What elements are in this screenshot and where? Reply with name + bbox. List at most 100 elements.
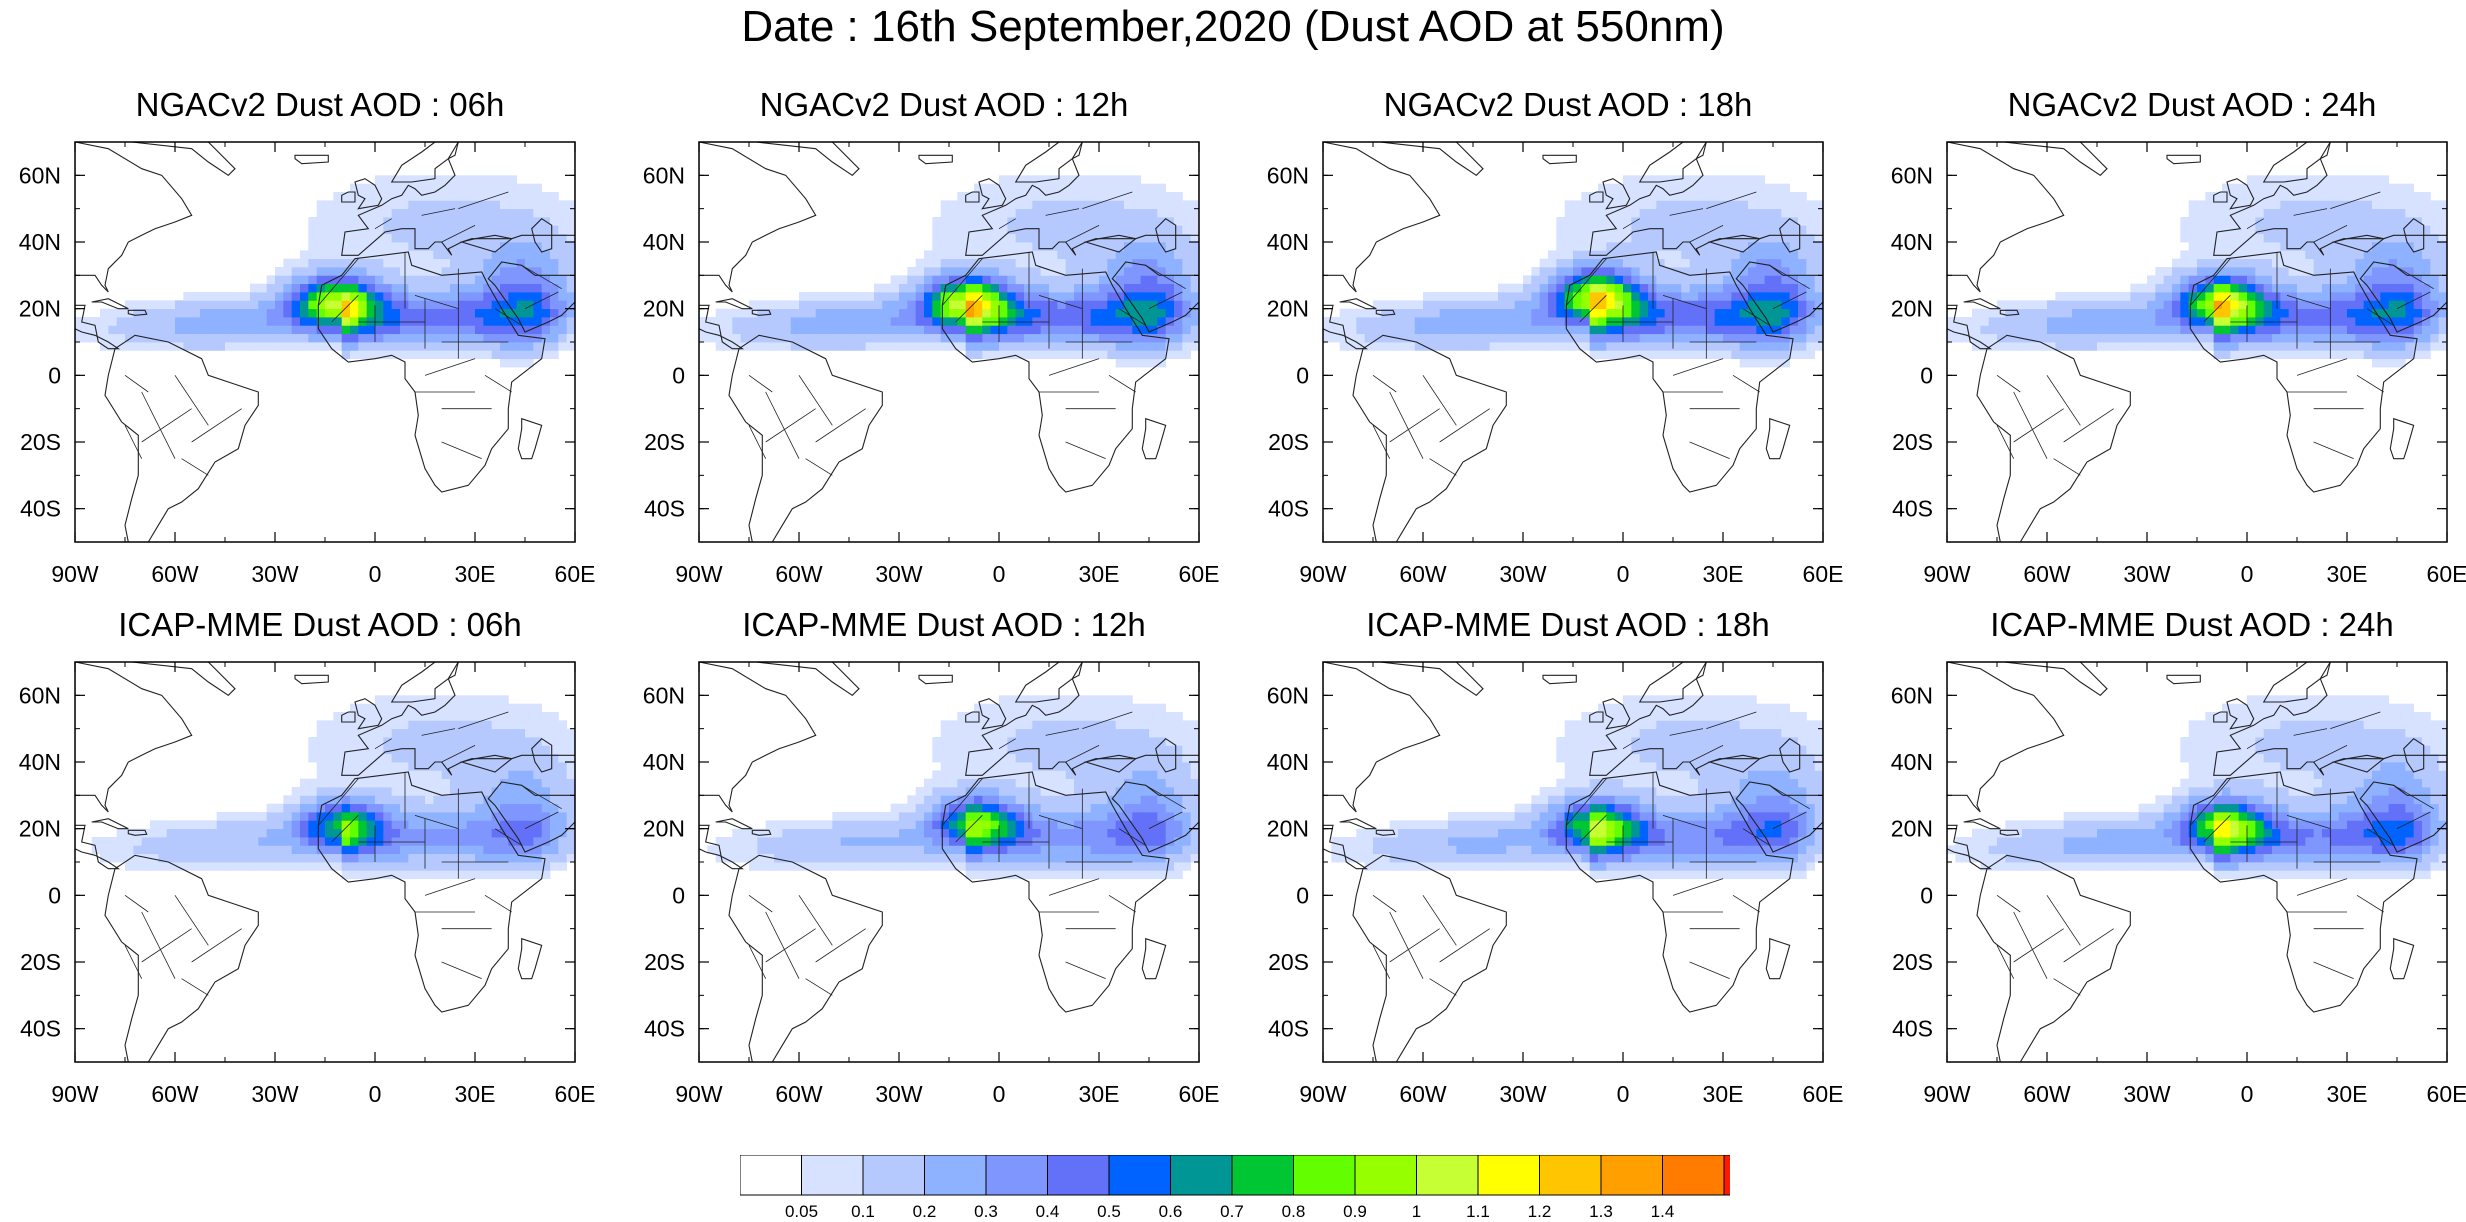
landmass-north-america (1323, 142, 1441, 293)
lat-tick-label: 20S (1892, 949, 1933, 975)
lat-tick-label: 20N (643, 816, 685, 842)
aod-shading (91, 695, 575, 880)
landmass-caspian (1155, 737, 1177, 773)
landmass-south-america (104, 334, 259, 542)
landmass-madagascar (1141, 417, 1167, 460)
lat-tick-label: 0 (1920, 362, 1933, 388)
lat-tick-label: 60N (1891, 682, 1933, 708)
lon-tick-label: 30E (2327, 1081, 2368, 1107)
figure-title: Date : 16th September,2020 (Dust AOD at … (741, 2, 1725, 51)
landmass-north-america (699, 142, 817, 293)
landmass-south-america (728, 854, 883, 1062)
lat-tick-label: 60N (643, 162, 685, 188)
lat-tick-label: 40S (1268, 496, 1309, 522)
panel-title: ICAP-MME Dust AOD : 18h (1366, 606, 1770, 643)
lon-tick-label: 60W (775, 561, 823, 587)
landmass-central-america (699, 824, 745, 870)
landmass-africa (1565, 251, 1794, 493)
landmass-iceland (1542, 154, 1577, 165)
lon-tick-label: 30E (1079, 561, 1120, 587)
lon-tick-label: 30E (455, 561, 496, 587)
landmass-iceland (294, 154, 329, 165)
map-panel-ngacv2-24h: NGACv2 Dust AOD : 24h 90W 60W 30W 0 30E 60E 60N… (1872, 85, 2466, 605)
colorbar-svg: 0.05 0.1 0.2 0.3 0.4 0.5 0.6 0.7 0.8 0.9 1 1.1 1.2 1.… (740, 1155, 1730, 1221)
landmass-europe (2213, 142, 2447, 256)
landmass-africa (317, 771, 546, 1013)
lon-tick-label: 0 (1617, 561, 1630, 587)
landmass-iceland (1542, 674, 1577, 685)
landmass-britain (978, 698, 1007, 730)
lat-tick-label: 0 (48, 362, 61, 388)
landmass-cuba (715, 818, 753, 830)
landmass-hispaniola (1375, 829, 1396, 836)
lat-tick-label: 0 (48, 882, 61, 908)
lat-tick-label: 40S (1892, 496, 1933, 522)
lon-tick-label: 60W (775, 1081, 823, 1107)
lat-tick-label: 60N (1267, 682, 1309, 708)
coastlines (1323, 662, 1823, 1062)
lat-tick-label: 40N (643, 229, 685, 255)
landmass-anatolia (2331, 234, 2385, 253)
landmass-ireland (2213, 711, 2228, 723)
map-panel-icap-mme-12h: ICAP-MME Dust AOD : 12h 90W 60W 30W 0 30E 60E 6… (624, 605, 1244, 1125)
landmass-iceland (294, 674, 329, 685)
colorbar-swatch (1539, 1155, 1602, 1196)
colorbar-swatch (740, 1155, 802, 1196)
colorbar-legend: 0.05 0.1 0.2 0.3 0.4 0.5 0.6 0.7 0.8 0.9 1 1.1 1.2 1.… (740, 1155, 1730, 1222)
landmass-britain (978, 178, 1007, 210)
landmass-cuba (1963, 818, 2001, 830)
lat-tick-label: 20N (1891, 816, 1933, 842)
lat-tick-label: 20N (19, 296, 61, 322)
landmass-scandinavia (2262, 142, 2331, 183)
lon-tick-label: 60E (2427, 1081, 2466, 1107)
landmass-greenland (131, 662, 236, 697)
lat-tick-label: 40N (1267, 229, 1309, 255)
map-panel-icap-mme-18h: ICAP-MME Dust AOD : 18h 90W 60W 30W 0 30E 60E 6… (1248, 605, 1868, 1125)
lon-tick-label: 60W (151, 1081, 199, 1107)
aod-shading (1323, 175, 1823, 368)
lon-tick-label: 30E (1703, 561, 1744, 587)
colorbar-label: 0.8 (1282, 1202, 1306, 1221)
colorbar-swatch (1662, 1155, 1725, 1196)
landmass-britain (2226, 178, 2255, 210)
lon-tick-label: 30E (1079, 1081, 1120, 1107)
lat-tick-label: 20S (1268, 949, 1309, 975)
lat-tick-label: 0 (1296, 362, 1309, 388)
landmass-hispaniola (127, 829, 148, 836)
landmass-hispaniola (1375, 309, 1396, 316)
landmass-south-america (728, 334, 883, 542)
landmass-south-america (1976, 854, 2131, 1062)
lat-tick-label: 20N (1267, 296, 1309, 322)
lat-tick-label: 60N (643, 682, 685, 708)
colorbar-swatch (1354, 1155, 1417, 1196)
landmass-cuba (91, 818, 129, 830)
panel-title: ICAP-MME Dust AOD : 12h (742, 606, 1146, 643)
lon-tick-label: 60W (1399, 561, 1447, 587)
landmass-madagascar (517, 417, 543, 460)
landmass-scandinavia (1638, 662, 1707, 703)
landmass-caspian (1779, 217, 1801, 253)
coastlines (1947, 142, 2447, 542)
landmass-africa (941, 251, 1170, 493)
lon-tick-label: 30W (1499, 1081, 1547, 1107)
landmass-central-america (1323, 304, 1369, 350)
landmass-europe (965, 142, 1199, 256)
lon-tick-label: 90W (51, 1081, 99, 1107)
colorbar-label: 1.4 (1651, 1202, 1675, 1221)
panel-title: NGACv2 Dust AOD : 24h (2007, 86, 2377, 123)
lon-tick-label: 60W (151, 561, 199, 587)
landmass-europe (2213, 662, 2447, 776)
landmass-scandinavia (390, 142, 459, 183)
coastlines (75, 142, 575, 542)
map-plot: 90W 60W 30W 0 30E 60E 60N 40N 20N 0 20S 40S (1267, 661, 1843, 1107)
colorbar-label: 1.3 (1589, 1202, 1613, 1221)
lat-tick-label: 40S (644, 1016, 685, 1042)
lon-tick-label: 30W (875, 1081, 923, 1107)
landmass-caspian (531, 217, 553, 253)
landmass-anatolia (1083, 234, 1137, 253)
landmass-north-america (699, 662, 817, 813)
landmass-cuba (1963, 298, 2001, 310)
landmass-hispaniola (751, 309, 772, 316)
colorbar-swatch (1047, 1155, 1110, 1196)
